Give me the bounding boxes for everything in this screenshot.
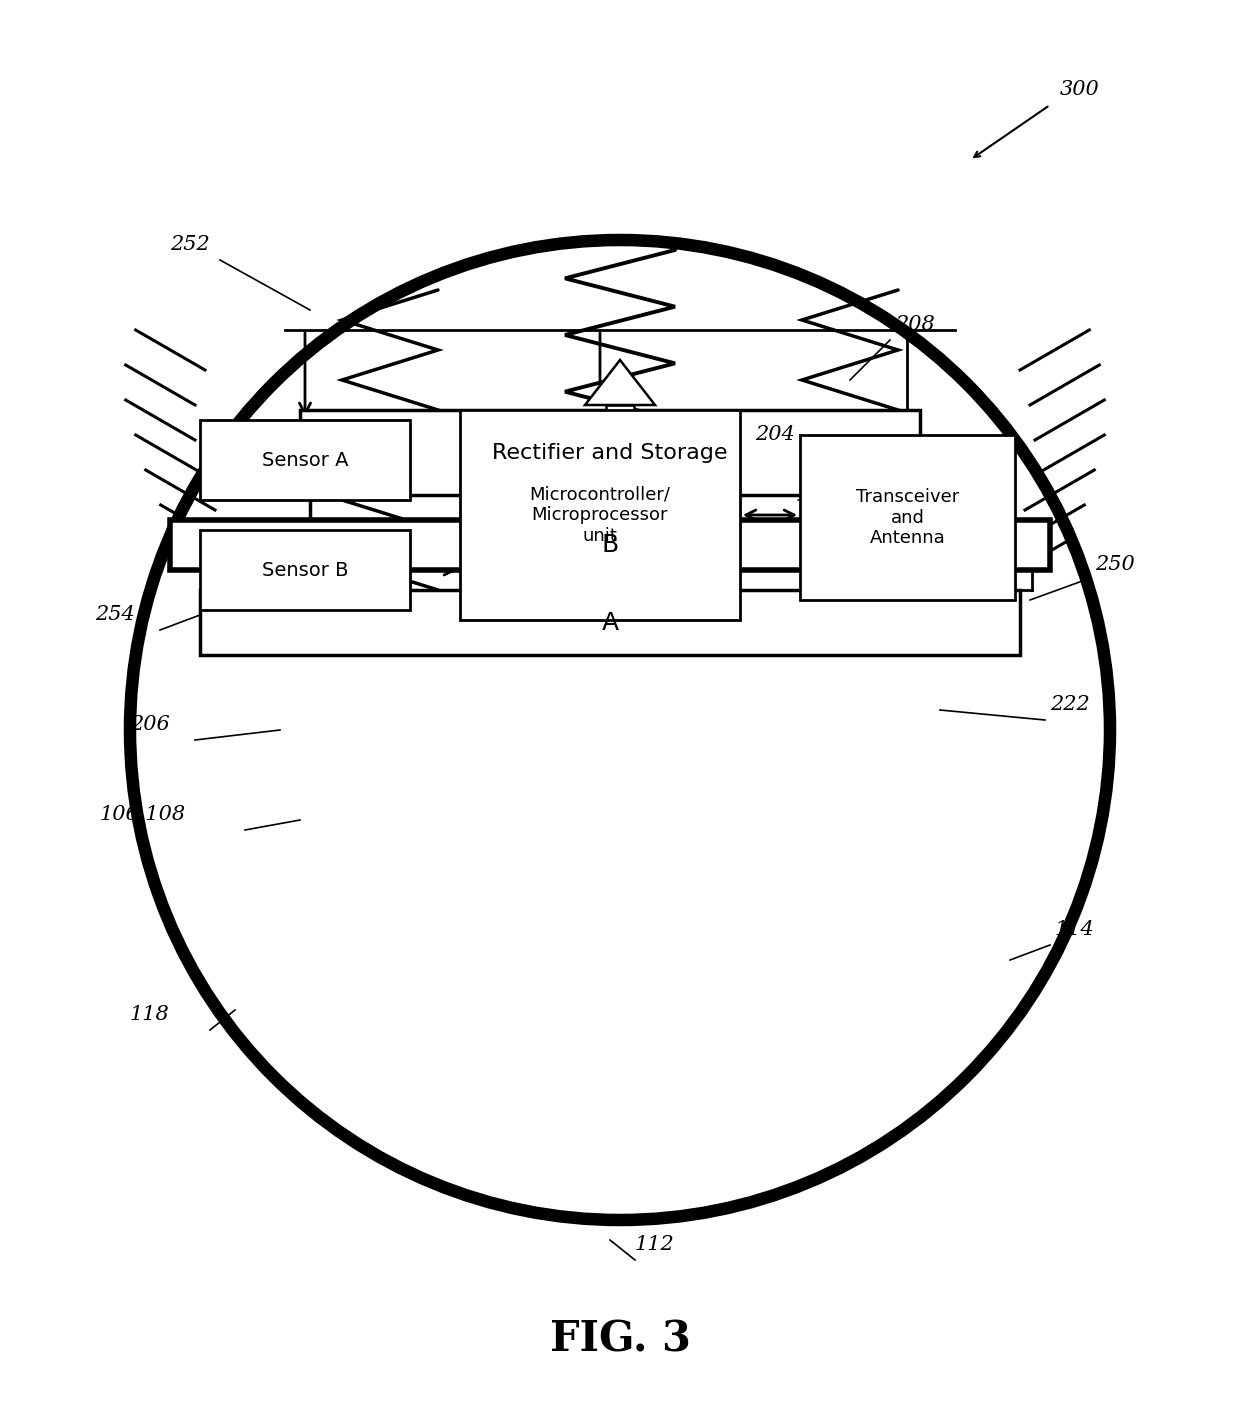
Text: 208: 208: [895, 315, 935, 334]
Polygon shape: [585, 360, 655, 405]
Text: Sensor A: Sensor A: [262, 451, 348, 469]
Bar: [170, 520, 1050, 570]
Text: Microcontroller/
Microprocessor
unit: Microcontroller/ Microprocessor unit: [529, 485, 671, 544]
Bar: [800, 435, 1016, 599]
Text: A: A: [601, 611, 619, 635]
Bar: [200, 530, 410, 609]
Text: 112: 112: [635, 1236, 675, 1254]
Text: 204: 204: [755, 425, 795, 444]
Text: 300: 300: [1060, 79, 1100, 99]
Bar: [606, 405, 634, 495]
Bar: [460, 410, 740, 621]
Text: B: B: [601, 533, 619, 557]
Bar: [200, 419, 410, 500]
Text: 250: 250: [1095, 555, 1135, 574]
Text: 106,108: 106,108: [100, 805, 186, 825]
Text: 114: 114: [1055, 920, 1095, 939]
Text: Rectifier and Storage: Rectifier and Storage: [492, 442, 728, 462]
Text: Transceiver
and
Antenna: Transceiver and Antenna: [856, 487, 959, 547]
Text: FIG. 3: FIG. 3: [549, 1319, 691, 1360]
Text: 254: 254: [95, 605, 135, 623]
Text: 118: 118: [130, 1005, 170, 1024]
Bar: [300, 410, 920, 495]
Text: 252: 252: [170, 235, 210, 254]
Bar: [200, 589, 1021, 655]
Text: Sensor B: Sensor B: [262, 561, 348, 580]
Text: 206: 206: [130, 716, 170, 734]
Text: 222: 222: [1050, 694, 1090, 714]
